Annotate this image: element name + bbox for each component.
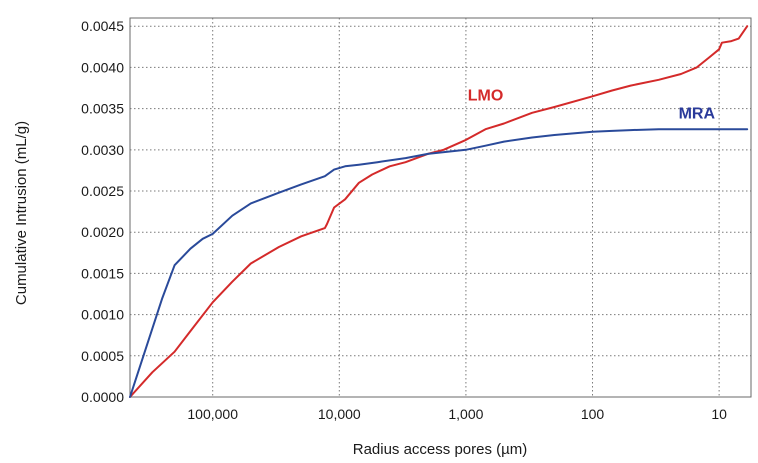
y-tick-label: 0.0000	[81, 389, 124, 405]
y-tick-labels: 0.0000 0.0005 0.0010 0.0015 0.0020 0.0025 0.00…	[81, 18, 124, 405]
x-tick-labels: 100,000 10,000 1,000 100 10	[187, 406, 727, 422]
series-line-lmo	[129, 25, 749, 398]
x-axis-title: Radius access pores (µm)	[353, 441, 528, 458]
series-label-mra: MRA	[679, 106, 716, 123]
y-tick-label: 0.0015	[81, 265, 124, 281]
series-labels: LMO MRA	[468, 87, 716, 122]
y-tick-label: 0.0005	[81, 348, 124, 364]
y-tick-label: 0.0020	[81, 224, 124, 240]
grid-lines	[130, 18, 751, 397]
series-layer	[129, 25, 749, 398]
plot-frame	[129, 17, 752, 398]
x-tick-label: 10,000	[318, 406, 361, 422]
y-tick-label: 0.0030	[81, 142, 124, 158]
x-tick-label: 1,000	[448, 406, 483, 422]
series-line-mra	[129, 128, 749, 398]
y-axis-title: Cumulative Intrusion (mL/g)	[13, 121, 30, 305]
x-tick-label: 100	[581, 406, 605, 422]
x-tick-label: 100,000	[187, 406, 238, 422]
y-tick-label: 0.0040	[81, 59, 124, 75]
y-tick-label: 0.0035	[81, 101, 124, 117]
y-tick-label: 0.0025	[81, 183, 124, 199]
y-tick-label: 0.0010	[81, 307, 124, 323]
x-tick-label: 10	[711, 406, 727, 422]
y-tick-label: 0.0045	[81, 18, 124, 34]
series-label-lmo: LMO	[468, 87, 504, 104]
